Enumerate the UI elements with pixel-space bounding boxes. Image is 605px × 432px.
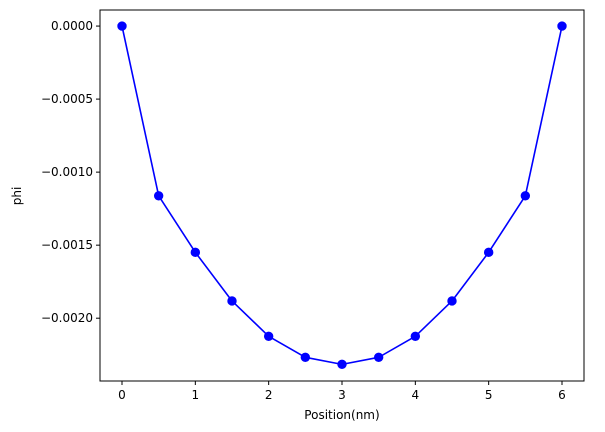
data-point <box>190 247 201 258</box>
data-point <box>153 191 164 201</box>
y-tick-label: 0.0000 <box>51 19 93 33</box>
data-point <box>557 21 567 31</box>
plot-area <box>100 10 584 381</box>
plot-frame <box>99 9 585 382</box>
x-tick-label: 0 <box>118 388 126 402</box>
y-tick-label: −0.0015 <box>41 238 93 252</box>
data-point <box>483 247 494 258</box>
chart-axes: 0 1 2 3 4 5 6 0.0000 −0.0005 −0.0010 −0.0015 −0.002… <box>41 19 566 402</box>
data-point <box>410 331 421 342</box>
x-axis-label: Position(nm) <box>304 408 379 422</box>
x-tick-label: 2 <box>265 388 273 402</box>
x-tick-label: 5 <box>485 388 493 402</box>
x-tick-label: 3 <box>338 388 346 402</box>
data-point <box>447 296 457 306</box>
x-tick-label: 4 <box>412 388 420 402</box>
data-point <box>117 21 127 31</box>
y-tick-label: −0.0020 <box>41 311 93 325</box>
data-point <box>227 296 237 306</box>
y-tick-label: −0.0005 <box>41 92 93 106</box>
data-point <box>373 352 384 363</box>
y-axis-label: phi <box>10 187 24 206</box>
data-point <box>300 352 311 363</box>
data-point <box>263 331 274 342</box>
data-point <box>337 359 347 370</box>
data-point <box>520 191 531 201</box>
x-tick-label: 1 <box>192 388 200 402</box>
chart-marks <box>117 21 567 370</box>
y-tick-label: −0.0010 <box>41 165 93 179</box>
x-tick-label: 6 <box>558 388 566 402</box>
